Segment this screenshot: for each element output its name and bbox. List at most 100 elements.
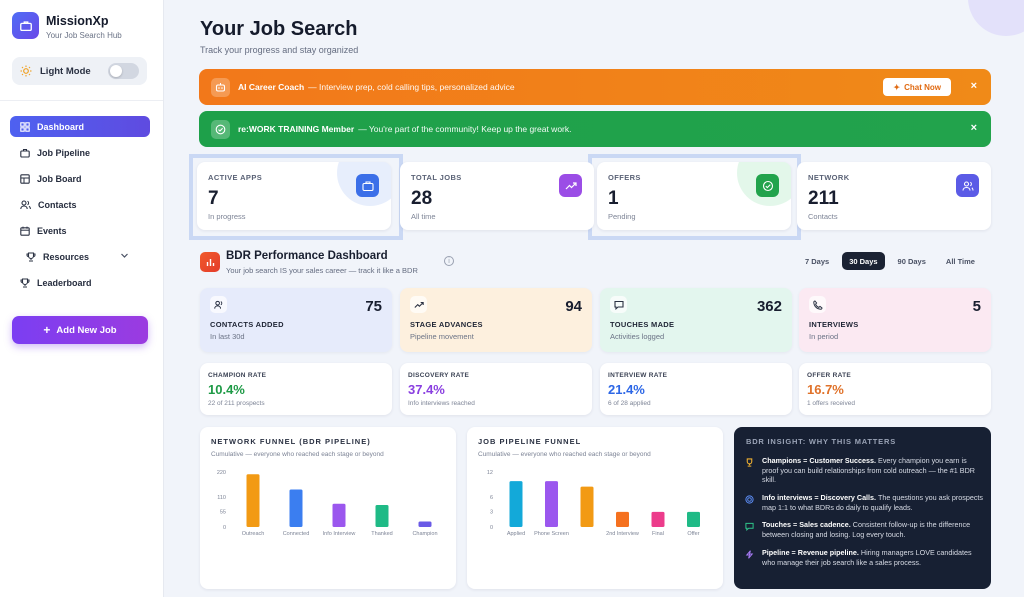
sidebar-item-label: Job Board	[37, 173, 82, 184]
ai-career-coach-banner: AI Career Coach — Interview prep, cold c…	[199, 69, 991, 105]
bar	[580, 486, 594, 527]
sidebar-item-dashboard[interactable]: Dashboard	[10, 116, 150, 137]
y-tick-label: 55	[220, 510, 226, 516]
insight-row: Pipeline = Revenue pipeline. Hiring mana…	[744, 548, 984, 567]
metric-stage-advances: 94 STAGE ADVANCES Pipeline movement	[400, 288, 592, 352]
rate-label: OFFER RATE	[807, 372, 852, 379]
sidebar-item-resources[interactable]: Resources	[10, 246, 150, 267]
bar	[375, 505, 389, 527]
rate-card-champion: CHAMPION RATE 10.4% 22 of 211 prospects	[200, 363, 392, 415]
stat-card-active-apps[interactable]: ACTIVE APPS 7 In progress	[197, 162, 391, 230]
x-tick-label: Outreach	[242, 531, 265, 537]
metric-interviews: 5 INTERVIEWS In period	[799, 288, 991, 352]
bdr-dashboard-title: BDR Performance Dashboard	[226, 250, 388, 262]
insight-bold: Champions = Customer Success.	[762, 456, 877, 465]
rate-value: 16.7%	[807, 382, 844, 397]
x-tick-label: Phone Screen	[534, 531, 569, 537]
sidebar-item-job-board[interactable]: Job Board	[10, 168, 150, 189]
insight-title: BDR INSIGHT: WHY THIS MATTERS	[746, 437, 897, 446]
bar	[651, 511, 665, 527]
sidebar-item-contacts[interactable]: Contacts	[10, 194, 150, 215]
stat-card-total-jobs[interactable]: TOTAL JOBS 28 All time	[400, 162, 594, 230]
insight-row: Info interviews = Discovery Calls. The q…	[744, 493, 984, 512]
x-tick-label: Offer	[687, 531, 699, 537]
chevron-down-icon	[121, 253, 128, 258]
x-tick-label: Connected	[283, 531, 310, 537]
x-tick-label: Final	[652, 531, 664, 537]
users-icon	[210, 296, 227, 313]
rate-sub: 6 of 28 applied	[608, 400, 651, 407]
decorative-circle	[968, 0, 1024, 36]
sidebar-item-leaderboard[interactable]: Leaderboard	[10, 272, 150, 293]
x-tick-label: Info Interview	[323, 531, 356, 537]
briefcase-icon	[356, 174, 379, 197]
job-pipeline-funnel-chart: 12 6 3 0 Applied Phone Screen 2nd Interview Fin…	[467, 427, 723, 589]
trophy-icon	[744, 457, 754, 467]
chart-subtitle: Cumulative — everyone who reached each s…	[211, 451, 384, 458]
add-new-job-button[interactable]: + Add New Job	[12, 316, 148, 344]
page-subtitle: Track your progress and stay organized	[200, 45, 359, 55]
check-circle-icon	[756, 174, 779, 197]
message-icon	[744, 521, 754, 531]
theme-toggle-switch[interactable]	[108, 63, 139, 79]
users-icon	[956, 174, 979, 197]
y-tick-label: 0	[490, 525, 493, 531]
chat-now-button[interactable]: ✦ Chat Now	[883, 78, 951, 96]
stat-value: 7	[208, 188, 219, 209]
banner-title: re:WORK TRAINING Member	[238, 124, 355, 134]
metric-sub: In period	[809, 332, 839, 341]
bar	[616, 511, 629, 527]
sidebar-item-job-pipeline[interactable]: Job Pipeline	[10, 142, 150, 163]
stat-card-network[interactable]: NETWORK 211 Contacts	[797, 162, 991, 230]
sidebar-item-label: Events	[37, 225, 67, 236]
y-tick-label: 0	[223, 525, 226, 531]
metric-value: 5	[972, 298, 981, 315]
sidebar-item-events[interactable]: Events	[10, 220, 150, 241]
stat-value: 28	[411, 188, 433, 209]
stat-sub: In progress	[208, 212, 246, 221]
stat-label: NETWORK	[808, 173, 850, 182]
briefcase-logo-icon	[12, 12, 39, 39]
chart-title: JOB PIPELINE FUNNEL	[478, 437, 582, 446]
check-circle-icon	[211, 119, 230, 139]
y-tick-label: 220	[217, 470, 226, 476]
metric-sub: Pipeline movement	[410, 332, 474, 341]
range-all-time[interactable]: All Time	[945, 256, 975, 266]
chat-now-label: Chat Now	[904, 82, 941, 92]
close-icon[interactable]: ×	[970, 80, 977, 92]
rate-label: DISCOVERY RATE	[408, 372, 470, 379]
sidebar: MissionXp Your Job Search Hub Light Mode…	[0, 0, 164, 597]
x-tick-label: Applied	[507, 531, 525, 537]
sidebar-nav: Dashboard Job Pipeline Job Board Contact…	[10, 116, 150, 298]
metric-sub: Activities logged	[610, 332, 665, 341]
stat-label: ACTIVE APPS	[208, 173, 263, 182]
range-7-days[interactable]: 7 Days	[805, 256, 830, 266]
network-funnel-chart: 220 110 55 0 Outreach Connected Info Interview…	[200, 427, 456, 589]
range-90-days[interactable]: 90 Days	[897, 256, 926, 266]
sidebar-item-label: Job Pipeline	[37, 147, 91, 158]
bar	[509, 481, 523, 527]
rate-value: 10.4%	[208, 382, 245, 397]
banner-title: AI Career Coach	[238, 82, 305, 92]
metric-label: STAGE ADVANCES	[410, 320, 483, 329]
insight-bold: Info interviews = Discovery Calls.	[762, 493, 877, 502]
metric-label: CONTACTS ADDED	[210, 320, 284, 329]
stat-sub: Contacts	[808, 212, 838, 221]
training-member-banner: re:WORK TRAINING Member — You're part of…	[199, 111, 991, 147]
y-tick-label: 12	[487, 470, 493, 476]
target-icon	[744, 494, 754, 504]
plus-icon: +	[43, 323, 51, 337]
banner-text: — You're part of the community! Keep up …	[358, 124, 572, 134]
info-icon[interactable]: i	[444, 256, 454, 266]
rate-card-interview: INTERVIEW RATE 21.4% 6 of 28 applied	[600, 363, 792, 415]
stat-value: 211	[808, 188, 839, 209]
range-30-days[interactable]: 30 Days	[842, 252, 885, 270]
sidebar-item-label: Contacts	[38, 199, 77, 210]
insight-row: Champions = Customer Success. Every cham…	[744, 456, 984, 485]
metric-touches-made: 362 TOUCHES MADE Activities logged	[600, 288, 792, 352]
trending-up-icon	[559, 174, 582, 197]
close-icon[interactable]: ×	[970, 122, 977, 134]
stat-card-offers[interactable]: OFFERS 1 Pending	[597, 162, 791, 230]
date-range-selector: 7 Days 30 Days 90 Days All Time	[798, 252, 982, 270]
dashboard-icon	[20, 121, 30, 132]
